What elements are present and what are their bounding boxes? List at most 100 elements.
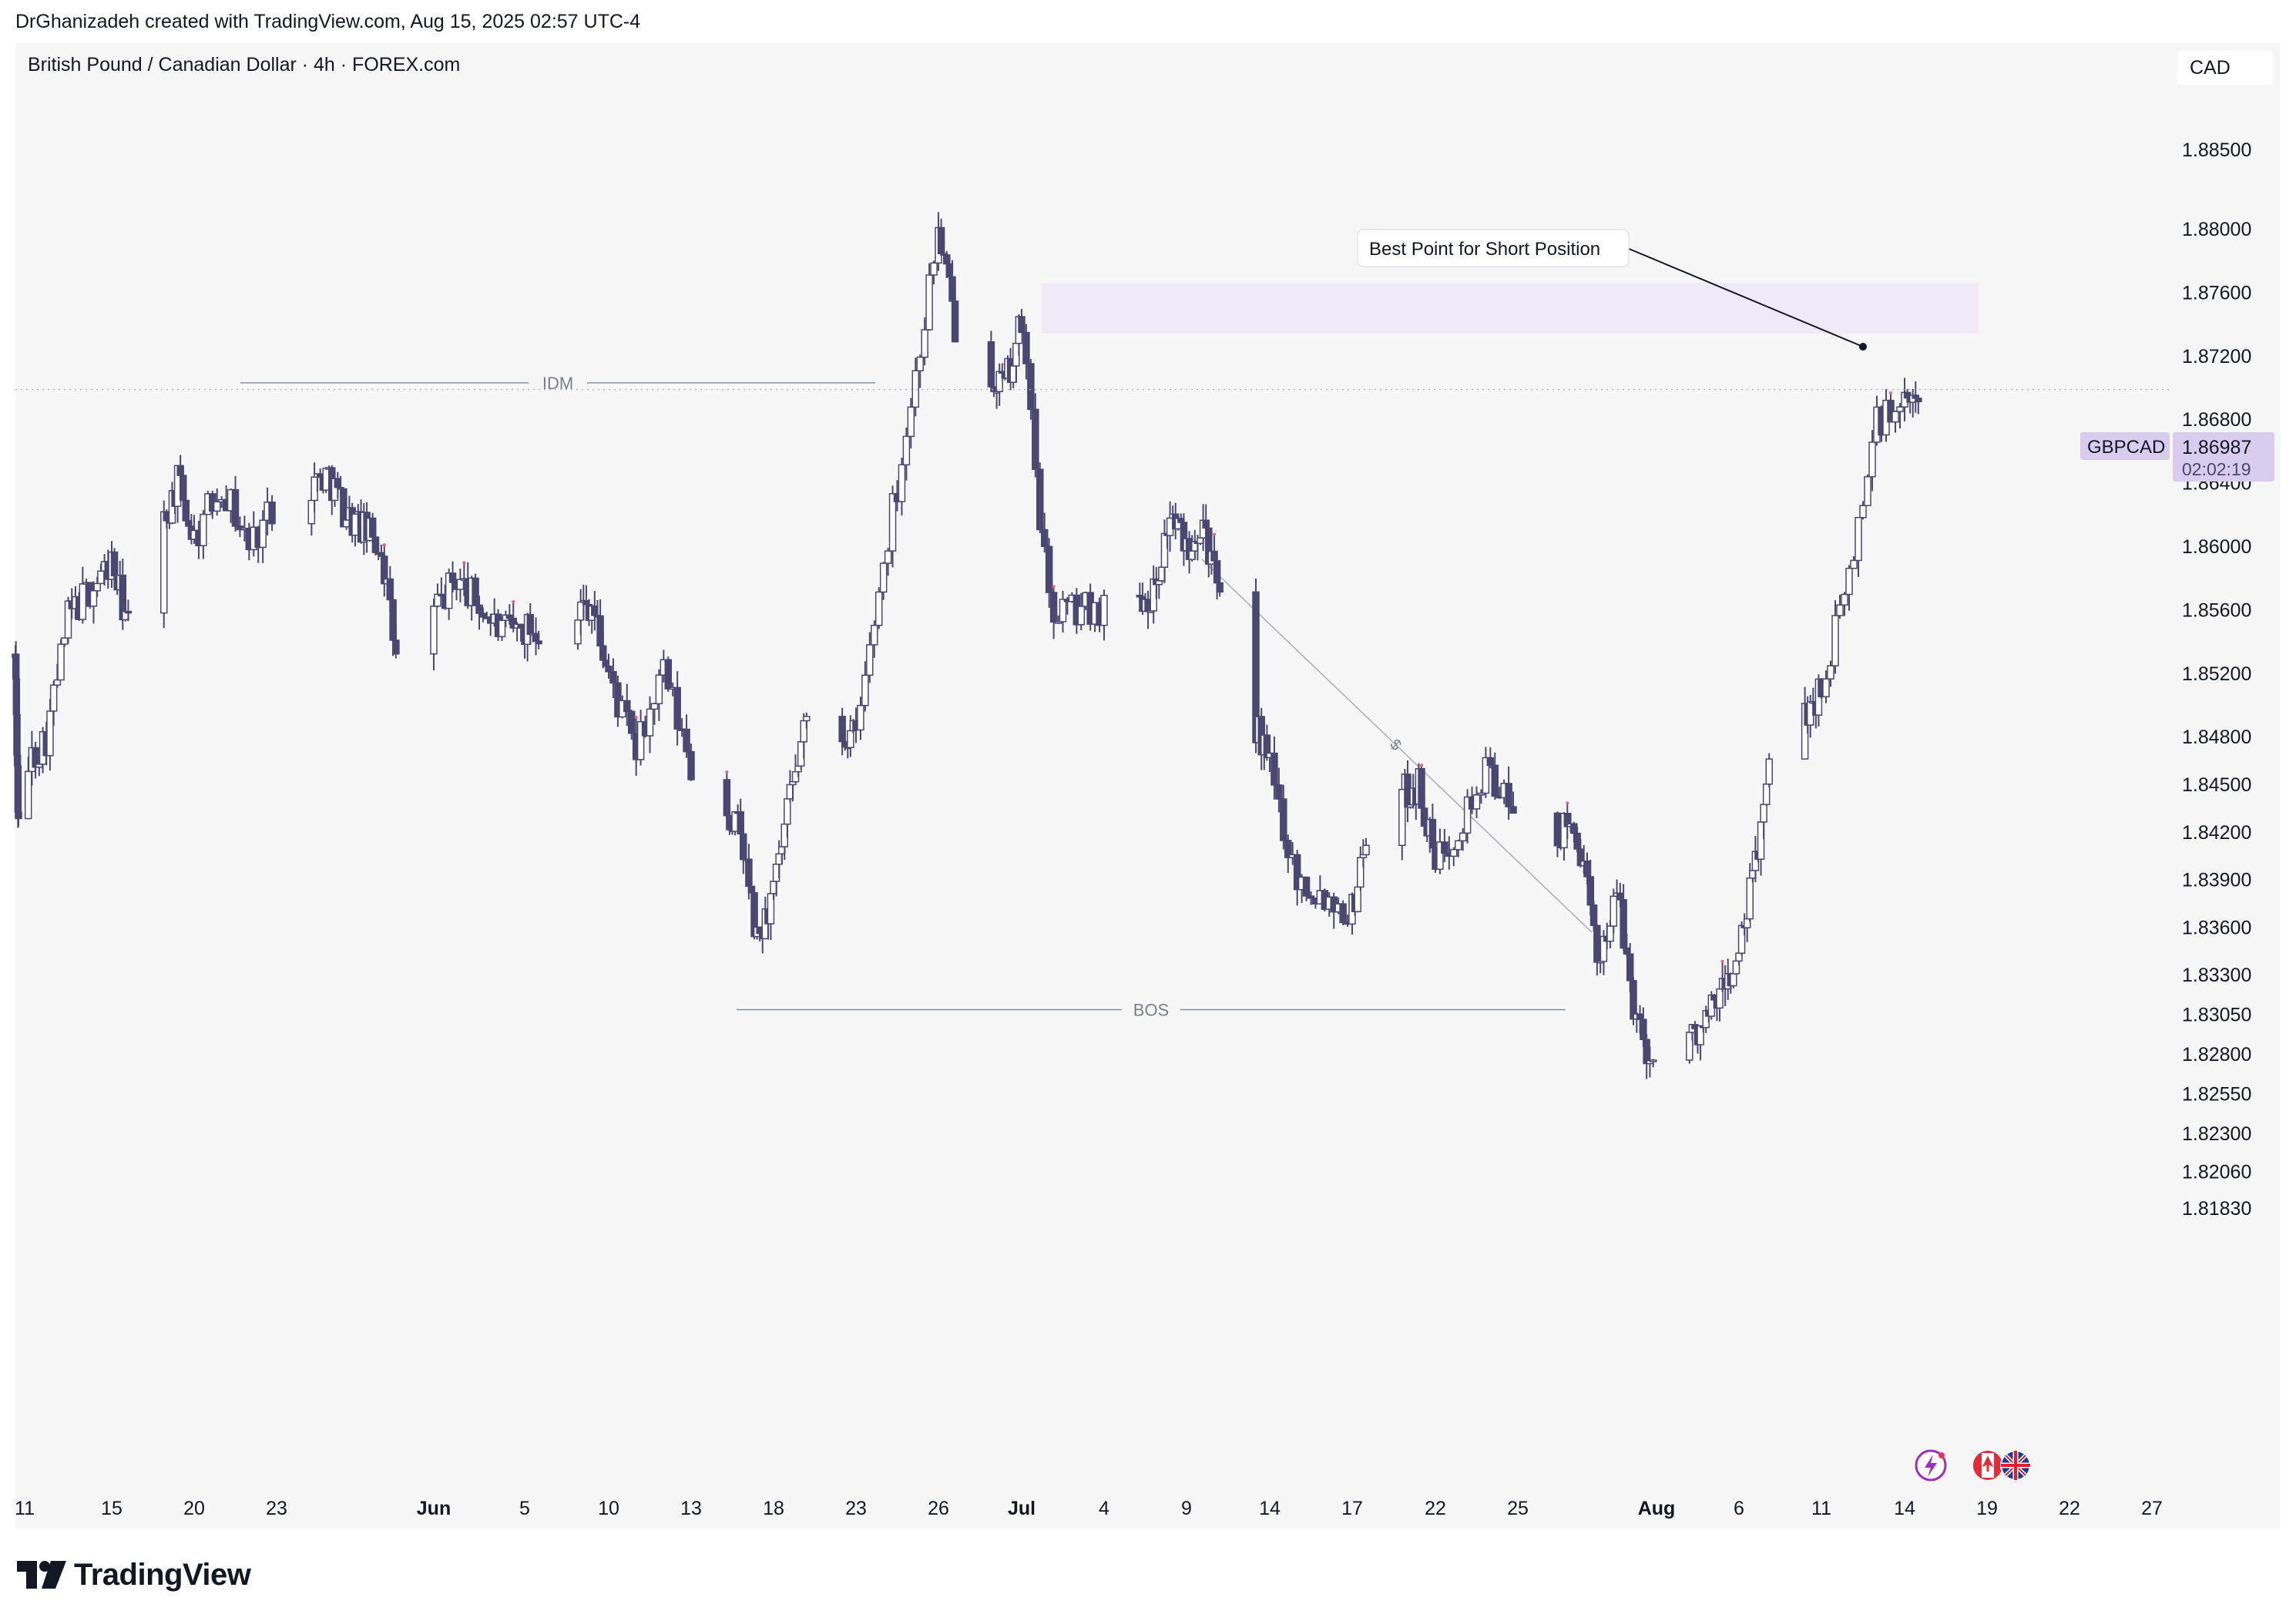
candle[interactable] — [535, 630, 542, 649]
candle[interactable] — [614, 676, 622, 727]
candle[interactable] — [687, 743, 695, 781]
candle[interactable] — [874, 587, 883, 629]
candle[interactable] — [1454, 839, 1462, 857]
candle[interactable] — [623, 683, 631, 727]
time-axis[interactable]: 11 15 20 23 Jun 5 10 13 18 23 26 Jul 4 9 14 17 22 25 Aug 6 1… — [15, 1498, 2163, 1519]
candle[interactable] — [200, 510, 207, 559]
candle[interactable] — [1730, 973, 1737, 988]
candle[interactable] — [57, 639, 65, 681]
candle[interactable] — [884, 548, 892, 576]
candle[interactable] — [951, 289, 959, 343]
candle[interactable] — [1032, 393, 1039, 478]
candle[interactable] — [1855, 517, 1862, 577]
candle[interactable] — [1827, 660, 1834, 687]
candle[interactable] — [1216, 576, 1224, 597]
candle[interactable] — [803, 712, 811, 729]
candle[interactable] — [911, 357, 920, 417]
candle[interactable] — [1643, 1034, 1650, 1079]
candle[interactable] — [1509, 791, 1517, 814]
candle[interactable] — [857, 696, 864, 740]
candle[interactable] — [456, 568, 465, 602]
candle[interactable] — [1022, 324, 1030, 380]
candle[interactable] — [879, 562, 888, 600]
symbol-title[interactable]: British Pound / Canadian Dollar · 4h · F… — [28, 54, 461, 76]
candle[interactable] — [627, 710, 636, 740]
candle[interactable] — [902, 427, 911, 481]
candle[interactable] — [1765, 753, 1773, 788]
candle[interactable] — [930, 260, 938, 285]
candle[interactable] — [1054, 615, 1062, 624]
candle[interactable] — [15, 797, 22, 827]
candle[interactable] — [472, 573, 479, 606]
candle[interactable] — [1458, 827, 1467, 851]
candle[interactable] — [1302, 876, 1311, 901]
candle[interactable] — [1100, 589, 1108, 641]
liquidity-trend-line[interactable] — [1201, 559, 1593, 933]
candle[interactable] — [430, 599, 438, 671]
candle[interactable] — [1868, 430, 1876, 492]
candle[interactable] — [861, 661, 869, 712]
candle[interactable] — [1362, 837, 1370, 856]
candle[interactable] — [268, 495, 276, 531]
candle[interactable] — [1436, 828, 1444, 874]
candle[interactable] — [32, 741, 39, 779]
candle[interactable] — [1307, 891, 1315, 905]
candle[interactable] — [871, 620, 878, 658]
candle[interactable] — [1864, 474, 1871, 506]
candle[interactable] — [866, 632, 874, 683]
candle[interactable] — [1896, 403, 1904, 429]
canada-flag-icon[interactable] — [1973, 1451, 2002, 1480]
candle[interactable] — [1271, 737, 1278, 800]
price-axis[interactable]: 1.885001.880001.876001.872001.868001.864… — [2182, 139, 2251, 1220]
candle[interactable] — [1841, 592, 1848, 616]
candle[interactable] — [1482, 747, 1490, 798]
candle[interactable] — [448, 561, 457, 592]
candle[interactable] — [673, 671, 681, 746]
candle[interactable] — [1059, 590, 1067, 633]
candle[interactable] — [1463, 789, 1472, 844]
candle[interactable] — [231, 475, 240, 532]
candle[interactable] — [916, 354, 924, 388]
candle[interactable] — [1649, 1059, 1657, 1068]
candle[interactable] — [605, 653, 613, 679]
candle[interactable] — [124, 599, 133, 622]
candle[interactable] — [925, 263, 933, 331]
candle[interactable] — [1049, 585, 1058, 639]
candle[interactable] — [1450, 847, 1458, 867]
candle[interactable] — [1859, 501, 1867, 520]
candle[interactable] — [655, 669, 663, 721]
candle[interactable] — [1822, 670, 1830, 703]
candle[interactable] — [636, 710, 645, 766]
candle[interactable] — [79, 566, 87, 624]
candle[interactable] — [609, 658, 617, 699]
candle[interactable] — [888, 485, 897, 568]
candle[interactable] — [1339, 900, 1347, 925]
candle[interactable] — [650, 703, 659, 725]
candle[interactable] — [1491, 752, 1499, 800]
candle[interactable] — [683, 714, 690, 758]
candle[interactable] — [1036, 462, 1044, 534]
callout-pointer-line[interactable] — [1626, 247, 1864, 347]
candle[interactable] — [646, 696, 654, 753]
candle[interactable] — [1553, 811, 1562, 857]
candle[interactable] — [1077, 592, 1086, 631]
candle[interactable] — [12, 676, 21, 716]
candle[interactable] — [898, 458, 906, 515]
short-zone[interactable] — [1042, 283, 1979, 334]
candle[interactable] — [498, 617, 506, 641]
candle[interactable] — [1486, 747, 1495, 769]
lightning-event-icon[interactable] — [1915, 1449, 1947, 1482]
candle[interactable] — [1045, 538, 1053, 608]
candle[interactable] — [1280, 784, 1287, 850]
candle[interactable] — [1441, 828, 1448, 863]
candle[interactable] — [1293, 849, 1301, 906]
candle[interactable] — [1284, 834, 1292, 874]
candle[interactable] — [1836, 594, 1844, 619]
uk-flag-icon[interactable] — [2000, 1450, 2031, 1481]
tradingview-footer[interactable]: TradingView — [17, 1555, 251, 1595]
candle[interactable] — [392, 623, 400, 659]
candle[interactable] — [1275, 767, 1283, 813]
candle[interactable] — [921, 317, 928, 366]
candle[interactable] — [1892, 411, 1899, 433]
